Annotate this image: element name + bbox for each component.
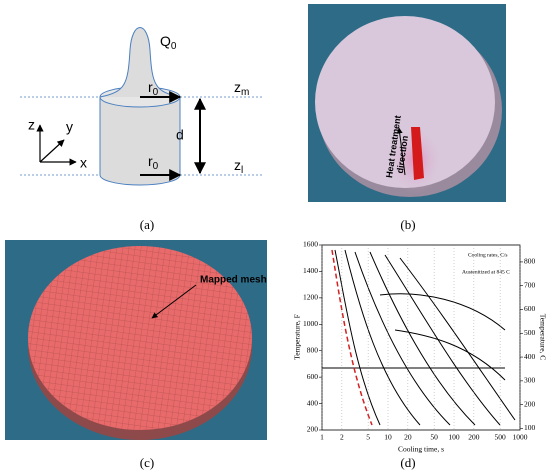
x-tick-label: 5: [366, 433, 370, 442]
x-tick-label: 50: [430, 433, 438, 442]
axis-label: Cooling time, s: [398, 445, 444, 454]
arrow: [396, 127, 406, 176]
curve: [344, 249, 421, 426]
arrow: [151, 284, 197, 319]
x-tick-label: 1000: [513, 433, 528, 442]
y-tick-label: 1400: [303, 266, 318, 275]
cylinder: [99, 97, 181, 186]
y-tick-label: 800: [307, 345, 319, 354]
note: Austenitized at 845 C: [462, 269, 510, 275]
y2-tick-label: 600: [524, 304, 536, 313]
mesh: [28, 246, 252, 430]
label: z: [28, 117, 35, 133]
heat-source: [411, 127, 424, 180]
caption: (b): [400, 217, 415, 232]
y-tick-label: 600: [307, 372, 319, 381]
curve: [369, 251, 476, 426]
y2-tick-label: 400: [524, 352, 536, 361]
note: Cooling rates, C/s: [468, 252, 508, 258]
y2-tick-label: 800: [524, 257, 536, 266]
x-tick-label: 1: [320, 433, 324, 442]
curve: [399, 257, 516, 421]
axis-label: Temperature, F: [293, 314, 302, 360]
label: zl: [234, 157, 243, 176]
caption: (c): [140, 455, 154, 470]
y-tick-label: 400: [307, 398, 319, 407]
x-tick-label: 200: [468, 433, 480, 442]
curve: [334, 249, 381, 426]
y2-tick-label: 100: [524, 423, 536, 432]
disc-top: [315, 16, 495, 188]
x-tick-label: 500: [495, 433, 507, 442]
label: y: [66, 119, 73, 135]
label: x: [80, 155, 87, 171]
y2-tick-label: 300: [524, 376, 536, 385]
y-tick-label: 1600: [303, 240, 318, 249]
label: r0: [148, 79, 159, 98]
panel-d: Cooling rates, C/s Austenitized at 845 C…: [293, 240, 548, 470]
y2-tick-label: 700: [524, 280, 536, 289]
x-tick-label: 10: [384, 433, 392, 442]
curve: [384, 254, 501, 426]
caption: (a): [140, 217, 154, 232]
x-tick-label: 20: [404, 433, 412, 442]
panel-b: Heat treatment direction (b): [308, 4, 506, 232]
y2-tick-label: 200: [524, 399, 536, 408]
y-tick-label: 200: [307, 425, 319, 434]
axis-arrow: [39, 139, 65, 163]
plot-frame: [321, 244, 521, 431]
label: Q0: [160, 33, 177, 52]
label: r0: [148, 153, 159, 172]
y-tick-label: 1200: [303, 293, 318, 302]
highlight-curve: [331, 249, 373, 426]
panel-a: Q0 r0 zm d z y x r0 zl (a): [20, 27, 262, 232]
heat-flux: [99, 27, 181, 98]
label: d: [176, 127, 184, 143]
label: zm: [234, 79, 249, 98]
caption: (d): [400, 455, 415, 470]
y-tick-label: 1000: [303, 319, 318, 328]
x-tick-label: 2: [340, 433, 344, 442]
axis-label: Temperature, C: [538, 314, 547, 361]
label: Mapped mesh: [200, 275, 267, 286]
transformation-line: [394, 329, 506, 381]
transformation-line: [379, 293, 506, 331]
y2-tick-label: 500: [524, 328, 536, 337]
x-tick-label: 100: [448, 433, 460, 442]
panel-c: Mapped mesh (c): [5, 240, 267, 470]
